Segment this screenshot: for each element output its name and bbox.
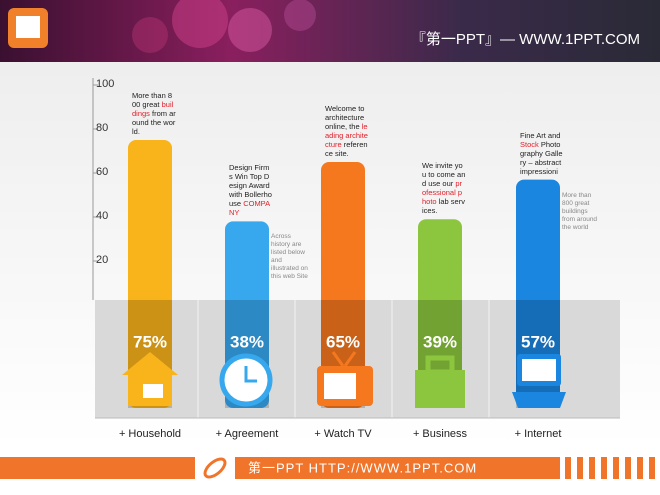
footer-gap [195, 452, 235, 484]
annotation: Welcome to architecture online, the lead… [325, 104, 369, 158]
stripe [637, 457, 643, 479]
y-tick-label: 20 [96, 254, 108, 266]
pen-icon [203, 457, 227, 479]
stripe [601, 457, 607, 479]
bokeh [284, 0, 316, 31]
side-note: More than 800 great buildings from aroun… [562, 191, 598, 231]
y-tick-label: 40 [96, 210, 108, 222]
clock-icon [219, 353, 273, 407]
x-tick-label: + Business [413, 428, 468, 440]
x-tick-label: + Agreement [216, 428, 279, 440]
house-icon [122, 352, 178, 406]
y-tick-label: 60 [96, 166, 108, 178]
tv-icon [317, 351, 373, 406]
stripe [565, 457, 571, 479]
side-note: Across history are listed below and illu… [271, 233, 308, 281]
y-tick-label: 80 [96, 122, 108, 134]
bokeh [132, 17, 168, 53]
header-bg [0, 0, 660, 62]
stripe [589, 457, 595, 479]
y-tick-label: 100 [96, 78, 114, 90]
bokeh [172, 0, 228, 48]
value-label: 65% [326, 332, 360, 351]
annotation-text: Photography Gallery – abstract impressio… [520, 139, 563, 176]
bar [321, 162, 365, 408]
annotation-text: More than 800 great [132, 91, 173, 109]
annotation: Design Firms Win Top Design Award with B… [229, 163, 273, 217]
x-tick-label: + Watch TV [314, 428, 372, 440]
stripe [649, 457, 655, 479]
value-label: 39% [423, 332, 457, 351]
computer-icon [512, 354, 566, 408]
bag-icon [415, 355, 465, 408]
annotation-text: We invite you to come and use our [422, 161, 466, 189]
ppt-icon-inner [16, 16, 40, 38]
value-label: 38% [230, 332, 264, 351]
bokeh [228, 8, 272, 52]
annotation-text: Fine Art and [520, 130, 561, 140]
value-label: 57% [521, 332, 555, 351]
stripe [613, 457, 619, 479]
annotation-text: leading architecture [325, 122, 368, 149]
annotation-text: lab services. [422, 197, 465, 216]
footer-bar [0, 457, 560, 479]
annotation-text: Welcome to architecture online, the [325, 104, 365, 131]
annotation-text: Design Firms Win Top Design Award with B… [229, 163, 272, 209]
annotation-text: buildings [132, 100, 174, 118]
annotation-text: professional photo [422, 179, 463, 207]
annotation: We invite you to come and use our profes… [422, 161, 466, 215]
annotation: More than 800 great buildings from aroun… [132, 91, 176, 136]
annotation: Fine Art and Stock Photography Gallery –… [520, 131, 564, 176]
x-tick-label: + Household [119, 428, 181, 440]
annotation-text: COMPANY [229, 199, 271, 218]
footer-text: 第一PPT HTTP://WWW.1PPT.COM [248, 460, 477, 475]
annotation-text: from around the world. [132, 109, 176, 136]
annotation-text: Stock [520, 139, 539, 149]
header-title: 『第一PPT』— WWW.1PPT.COM [411, 30, 640, 48]
bar [516, 179, 560, 408]
bar [128, 140, 172, 408]
annotation-text: reference site. [325, 140, 368, 158]
value-label: 75% [133, 332, 167, 351]
x-tick-label: + Internet [515, 428, 562, 440]
stripe [625, 457, 631, 479]
stripe [577, 457, 583, 479]
